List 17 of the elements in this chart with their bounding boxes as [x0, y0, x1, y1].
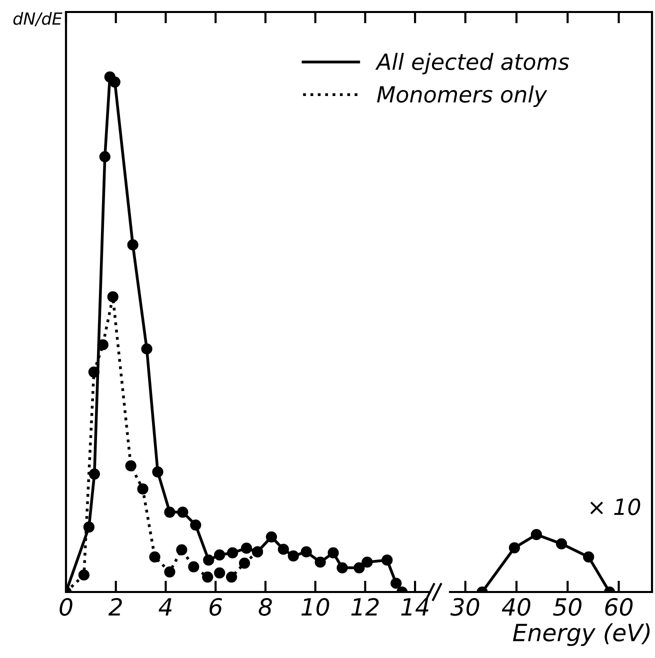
x-tick-label: 4: [158, 598, 172, 616]
legend-label: Monomers only: [377, 86, 548, 108]
y-axis-title: dN/dE: [13, 12, 62, 26]
x-tick-label: 8: [258, 598, 272, 616]
x-tick-label: 50: [553, 598, 582, 616]
x-tick-label: 12: [351, 598, 379, 616]
x-tick-label: 2: [108, 598, 122, 616]
x-axis-title: Energy (eV): [512, 623, 650, 646]
x-tick-label: 6: [210, 598, 222, 616]
x-tick-label: 30: [450, 598, 480, 616]
x-tick-label: 40: [502, 598, 530, 616]
x-tick-label: 10: [301, 598, 330, 616]
legend-label: All ejected atoms: [375, 52, 570, 74]
x-tick-label: 0: [60, 598, 72, 616]
x-tick-label: 60: [605, 598, 633, 616]
text: × 10: [590, 498, 640, 516]
x-tick-label: 14: [401, 598, 428, 616]
